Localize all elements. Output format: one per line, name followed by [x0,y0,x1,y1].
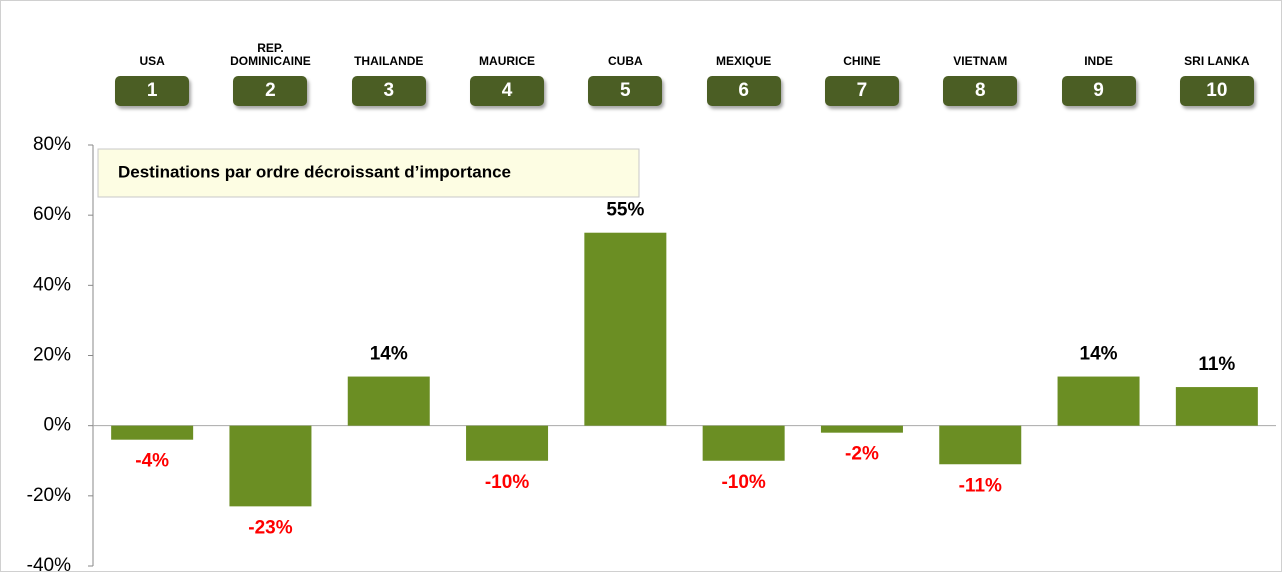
data-label: -10% [721,472,765,493]
rank-badge: 9 [1061,76,1136,106]
rank-badge: 7 [824,76,899,106]
category-label: SRI LANKA [1184,54,1250,68]
data-label: -23% [248,517,292,538]
data-label: -2% [845,444,879,465]
rank-badge: 8 [943,76,1018,106]
y-tick-label: 80% [33,134,71,155]
data-label: 11% [1198,354,1235,375]
bar [111,425,194,440]
bar [466,425,549,461]
bar [1057,376,1140,426]
rank-badge: 3 [351,76,426,106]
category-label: MEXIQUE [715,54,772,68]
category-label: VIETNAM [953,54,1008,68]
data-label: -4% [135,451,169,472]
data-label: 55% [606,200,644,221]
category-label: MAURICE [479,54,536,68]
bar [939,425,1022,465]
annotation-box [97,148,640,198]
category-label: REP. DOMINICAINE [230,41,311,68]
rank-badge: 1 [115,76,190,106]
rank-badge: 4 [470,76,545,106]
bar [702,425,785,461]
y-tick-label: -20% [27,485,71,506]
y-tick-label: 0% [44,415,72,436]
rank-badge: 5 [588,76,663,106]
bar [820,425,903,433]
category-label: CUBA [608,54,643,68]
data-label: -11% [959,475,1002,496]
category-label: INDE [1084,54,1113,68]
bar [347,376,430,426]
rank-badge: 10 [1179,76,1254,106]
data-label: 14% [1080,344,1118,365]
y-tick-label: -40% [27,555,71,571]
data-label: 14% [370,344,408,365]
rank-badge: 2 [233,76,308,106]
y-tick-label: 60% [33,204,71,225]
y-tick-label: 40% [33,274,71,295]
category-label: USA [139,54,165,68]
category-label: CHINE [843,54,881,68]
y-tick-label: 20% [33,345,71,366]
category-label: THAILANDE [354,54,424,68]
annotation: Destinations par ordre décroissant d’imp… [118,162,511,181]
bar [584,232,667,426]
bar [229,425,312,507]
rank-badge: 6 [706,76,781,106]
bar [1175,387,1258,426]
data-label: -10% [485,472,529,493]
